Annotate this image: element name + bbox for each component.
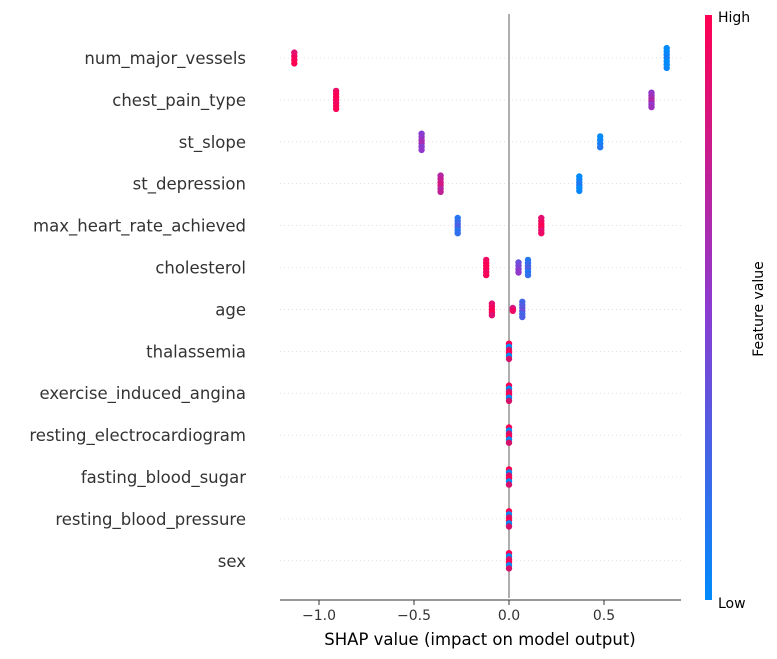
feature-label: age — [215, 300, 246, 319]
x-tick-label: 0.0 — [498, 608, 520, 624]
shap-point — [524, 271, 532, 279]
shap-point — [597, 144, 604, 151]
x-tick-label: 0.5 — [593, 608, 615, 624]
shap-point — [663, 64, 670, 72]
shap-point — [576, 187, 583, 195]
shap-point — [519, 313, 526, 321]
shap-point — [437, 188, 444, 195]
shap-point — [291, 60, 298, 67]
feature-label: num_major_vessels — [84, 49, 246, 69]
feature-label: resting_electrocardiogram — [29, 426, 246, 446]
shap-point — [509, 307, 516, 314]
feature-label: max_heart_rate_achieved — [33, 217, 246, 237]
colorbar-high-label: High — [718, 10, 750, 26]
shap-point — [332, 105, 340, 113]
shap-point — [515, 269, 522, 276]
shap-point — [483, 271, 490, 279]
shap-point — [505, 355, 513, 363]
colorbar-low-label: Low — [718, 596, 746, 612]
x-axis-title: SHAP value (impact on model output) — [324, 630, 635, 649]
shap-point — [454, 230, 461, 237]
feature-label: fasting_blood_sugar — [81, 468, 246, 488]
feature-label: exercise_induced_angina — [40, 384, 246, 404]
shap-point — [505, 439, 513, 446]
feature-label: st_slope — [179, 133, 246, 153]
feature-label: st_depression — [133, 175, 246, 195]
shap-point — [418, 146, 425, 154]
feature-label: chest_pain_type — [112, 91, 246, 111]
shap-point — [488, 312, 496, 319]
x-tick-label: −0.5 — [397, 608, 431, 624]
shap-point — [505, 523, 513, 530]
shap-point — [648, 103, 655, 111]
points-layer — [291, 44, 670, 572]
colorbar-title: Feature value — [751, 261, 767, 357]
feature-labels: num_major_vessels chest_pain_type st_slope… — [29, 49, 246, 571]
shap-point — [538, 230, 545, 237]
shap-point — [505, 565, 513, 572]
x-tick-label: −1.0 — [302, 608, 336, 624]
feature-label: resting_blood_pressure — [55, 510, 246, 530]
shap-point — [505, 481, 513, 488]
feature-label: sex — [218, 552, 246, 571]
shap-point — [505, 397, 513, 404]
feature-label: thalassemia — [146, 342, 246, 361]
x-axis-ticks: −1.0 −0.5 0.0 0.5 — [302, 600, 615, 624]
feature-label: cholesterol — [155, 259, 246, 278]
row-guides — [280, 57, 681, 562]
colorbar — [705, 15, 712, 600]
